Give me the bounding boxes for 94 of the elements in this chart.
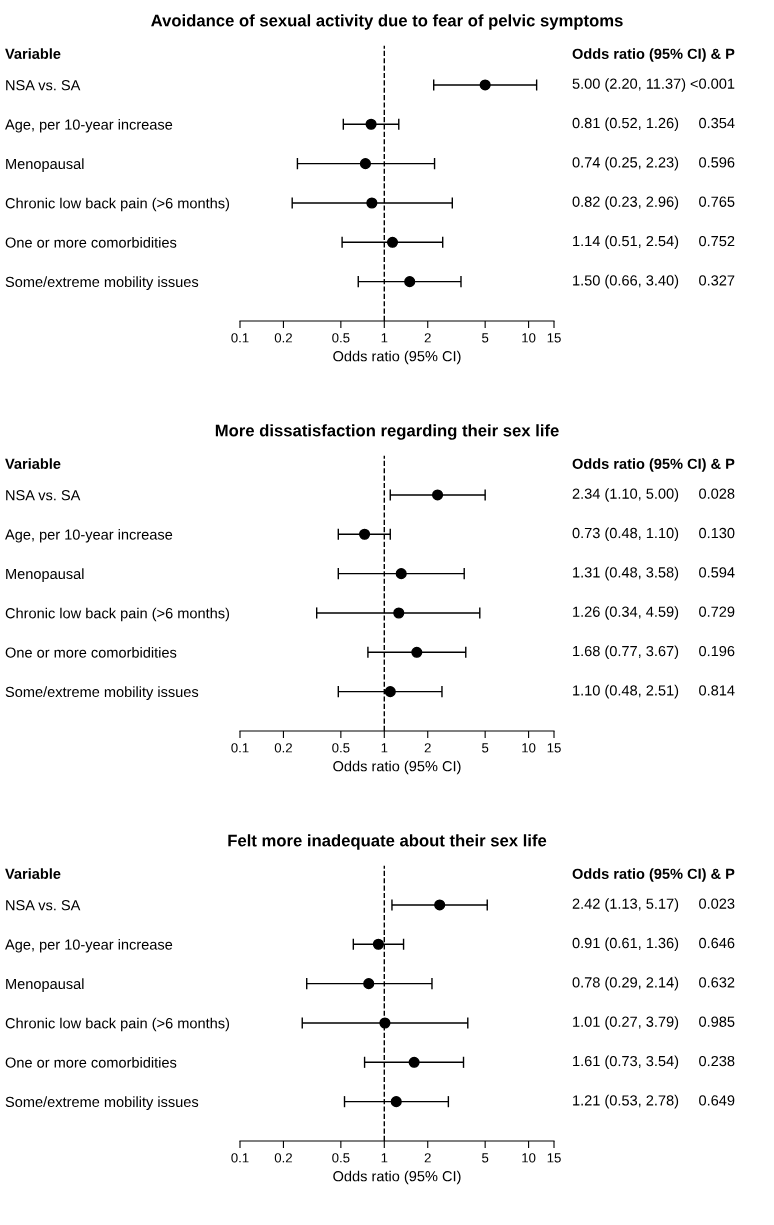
point [411, 646, 423, 658]
x-tick-label: 2 [424, 333, 431, 343]
y-tick-label: NSA vs. SA [6, 490, 81, 501]
text: 0.81 (0.52, 1.26) [572, 117, 679, 132]
y-tick-label: Age, per 10-year increase [5, 119, 173, 133]
x-tick-label: 1 [381, 1153, 388, 1163]
text: 0.594 [699, 567, 735, 578]
text: Variable [5, 48, 61, 59]
point [384, 686, 396, 698]
x-tick-label: 10 [522, 743, 536, 753]
y-tick-label: Some/extreme mobility issues [5, 1096, 199, 1110]
x-tick-label: 0.1 [231, 333, 249, 343]
y-tick-label: Chronic low back pain (>6 months) [5, 607, 230, 622]
x-tick-label: 0.2 [274, 333, 292, 343]
y-tick-label: One or more comorbidities [5, 1057, 177, 1068]
chart-title: Felt more inadequate about their sex life [228, 834, 547, 850]
text: 0.765 [699, 196, 735, 207]
x-tick-label: 10 [522, 1153, 536, 1163]
x-tick-label: 0.2 [274, 1153, 292, 1163]
y-tick-label: Menopausal [6, 568, 84, 582]
text: 0.91 (0.61, 1.36) [572, 937, 679, 952]
x-tick-label: 0.2 [274, 743, 292, 753]
text: 1.14 (0.51, 2.54) [573, 235, 679, 250]
text: 1.68 (0.77, 3.67) [573, 645, 679, 660]
x-tick-label: 0.5 [332, 743, 350, 753]
x-tick-label: 2 [424, 1153, 431, 1163]
y-tick-label: One or more comorbidities [5, 237, 177, 248]
text: 0.73 (0.48, 1.10) [572, 527, 679, 542]
text: 1.61 (0.73, 3.54) [573, 1055, 679, 1070]
text: 1.26 (0.34, 4.59) [573, 606, 679, 620]
text: Variable [5, 868, 61, 879]
text: 0.238 [699, 1055, 735, 1067]
text: 0.729 [699, 606, 735, 617]
x-tick-label: 15 [547, 333, 561, 343]
y-tick-label: Chronic low back pain (>6 months) [5, 197, 230, 212]
text: 0.74 (0.25, 2.23) [572, 156, 679, 171]
x-axis-title: Odds ratio (95% CI) [333, 760, 461, 775]
text: 0.82 (0.23, 2.96) [572, 196, 679, 210]
text: Odds ratio (95% CI) & P [572, 868, 735, 882]
point [393, 607, 405, 619]
x-tick-label: 0.1 [231, 743, 249, 753]
text: 1.21 (0.53, 2.78) [573, 1094, 679, 1109]
x-axis-title: Odds ratio (95% CI) [333, 1170, 461, 1185]
x-tick-label: 0.1 [231, 1153, 249, 1163]
x-tick-label: 5 [482, 333, 489, 343]
text: <0.001 [690, 78, 735, 89]
text: 1.01 (0.27, 3.79) [573, 1016, 679, 1030]
text: 0.354 [699, 117, 735, 129]
y-tick-label: Age, per 10-year increase [5, 939, 173, 953]
text: 1.31 (0.48, 3.58) [573, 566, 679, 581]
x-tick-label: 10 [522, 333, 536, 343]
x-tick-label: 15 [547, 1153, 561, 1163]
text: 0.985 [699, 1016, 735, 1027]
x-tick-label: 5 [482, 1153, 489, 1163]
y-tick-label: Some/extreme mobility issues [5, 276, 199, 290]
text: Odds ratio (95% CI) & P [572, 48, 735, 62]
y-tick-label: NSA vs. SA [6, 900, 81, 911]
chart-title: More dissatisfaction regarding their sex life [215, 424, 559, 440]
x-tick-label: 5 [482, 743, 489, 753]
text: 0.028 [699, 488, 735, 499]
text: 0.814 [699, 685, 735, 696]
text: 0.596 [699, 157, 735, 168]
y-tick-label: NSA vs. SA [6, 80, 81, 91]
point [395, 568, 407, 580]
x-tick-label: 1 [381, 743, 388, 753]
text: 0.632 [699, 977, 735, 988]
y-tick-label: Age, per 10-year increase [5, 529, 173, 543]
text: 1.50 (0.66, 3.40) [573, 274, 679, 289]
text: 0.327 [699, 275, 735, 286]
text: Variable [5, 458, 61, 469]
text: 0.78 (0.29, 2.14) [572, 976, 679, 991]
x-tick-label: 1 [381, 333, 388, 343]
text: 0.196 [699, 645, 735, 657]
x-axis-title: Odds ratio (95% CI) [333, 350, 461, 365]
x-tick-label: 0.5 [332, 1153, 350, 1163]
text: 0.023 [699, 898, 735, 909]
text: 0.752 [699, 235, 735, 247]
text: Odds ratio (95% CI) & P [572, 458, 735, 472]
text: 1.10 (0.48, 2.51) [573, 684, 679, 699]
text: 2.42 (1.13, 5.17) [572, 898, 679, 912]
text: 5.00 (2.20, 11.37) [572, 78, 686, 92]
chart-title: Avoidance of sexual activity due to fear of pelvic symptoms [151, 14, 623, 30]
y-tick-label: Some/extreme mobility issues [5, 686, 199, 700]
x-tick-label: 15 [547, 743, 561, 753]
text: 0.649 [699, 1095, 735, 1106]
text: 0.646 [699, 937, 735, 949]
text: 0.130 [699, 527, 735, 539]
text: 2.34 (1.10, 5.00) [572, 488, 679, 502]
y-tick-label: Menopausal [6, 158, 84, 172]
y-tick-label: One or more comorbidities [5, 647, 177, 658]
y-tick-label: Chronic low back pain (>6 months) [5, 1017, 230, 1032]
x-tick-label: 0.5 [332, 333, 350, 343]
y-tick-label: Menopausal [6, 978, 84, 992]
x-tick-label: 2 [424, 743, 431, 753]
